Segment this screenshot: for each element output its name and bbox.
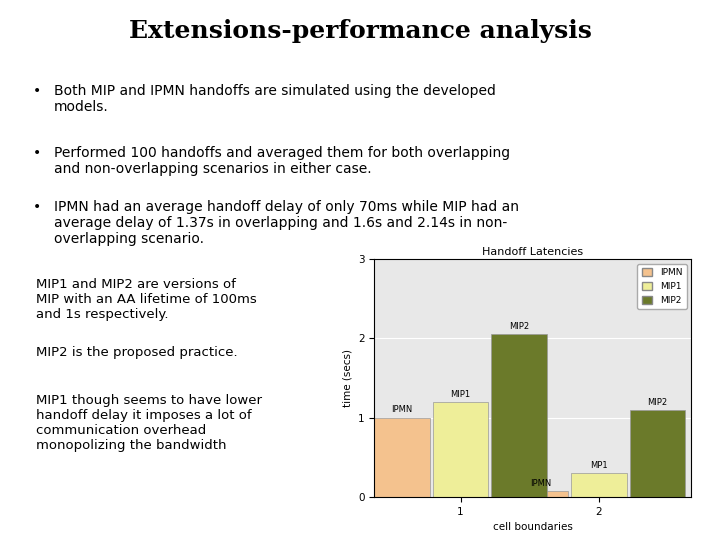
Text: MIP1 though seems to have lower
handoff delay it imposes a lot of
communication : MIP1 though seems to have lower handoff … [36, 394, 262, 452]
Text: MIP2: MIP2 [509, 322, 529, 331]
X-axis label: cell boundaries: cell boundaries [493, 522, 572, 532]
Bar [491, 334, 546, 497]
Text: •: • [32, 84, 40, 98]
Bar [630, 410, 685, 497]
Text: Extensions-performance analysis: Extensions-performance analysis [129, 19, 591, 43]
Text: IPMN: IPMN [392, 406, 413, 414]
Text: Both MIP and IPMN handoffs are simulated using the developed
models.: Both MIP and IPMN handoffs are simulated… [54, 84, 496, 114]
Text: MIP1 and MIP2 are versions of
MIP with an AA lifetime of 100ms
and 1s respective: MIP1 and MIP2 are versions of MIP with a… [36, 278, 257, 321]
Text: •: • [32, 200, 40, 214]
Bar [433, 402, 488, 497]
Y-axis label: time (secs): time (secs) [343, 349, 353, 407]
Text: IPMN: IPMN [530, 479, 551, 488]
Bar [513, 491, 568, 497]
Bar [374, 417, 430, 497]
Legend: IPMN, MIP1, MIP2: IPMN, MIP1, MIP2 [637, 264, 687, 309]
Text: •: • [32, 146, 40, 160]
Text: MIP2 is the proposed practice.: MIP2 is the proposed practice. [36, 346, 238, 359]
Text: MIP2: MIP2 [647, 397, 667, 407]
Text: Performed 100 handoffs and averaged them for both overlapping
and non-overlappin: Performed 100 handoffs and averaged them… [54, 146, 510, 176]
Text: MIP1: MIP1 [451, 389, 471, 399]
Bar [571, 473, 626, 497]
Title: Handoff Latencies: Handoff Latencies [482, 247, 583, 257]
Text: IPMN had an average handoff delay of only 70ms while MIP had an
average delay of: IPMN had an average handoff delay of onl… [54, 200, 519, 246]
Text: MP1: MP1 [590, 461, 608, 470]
